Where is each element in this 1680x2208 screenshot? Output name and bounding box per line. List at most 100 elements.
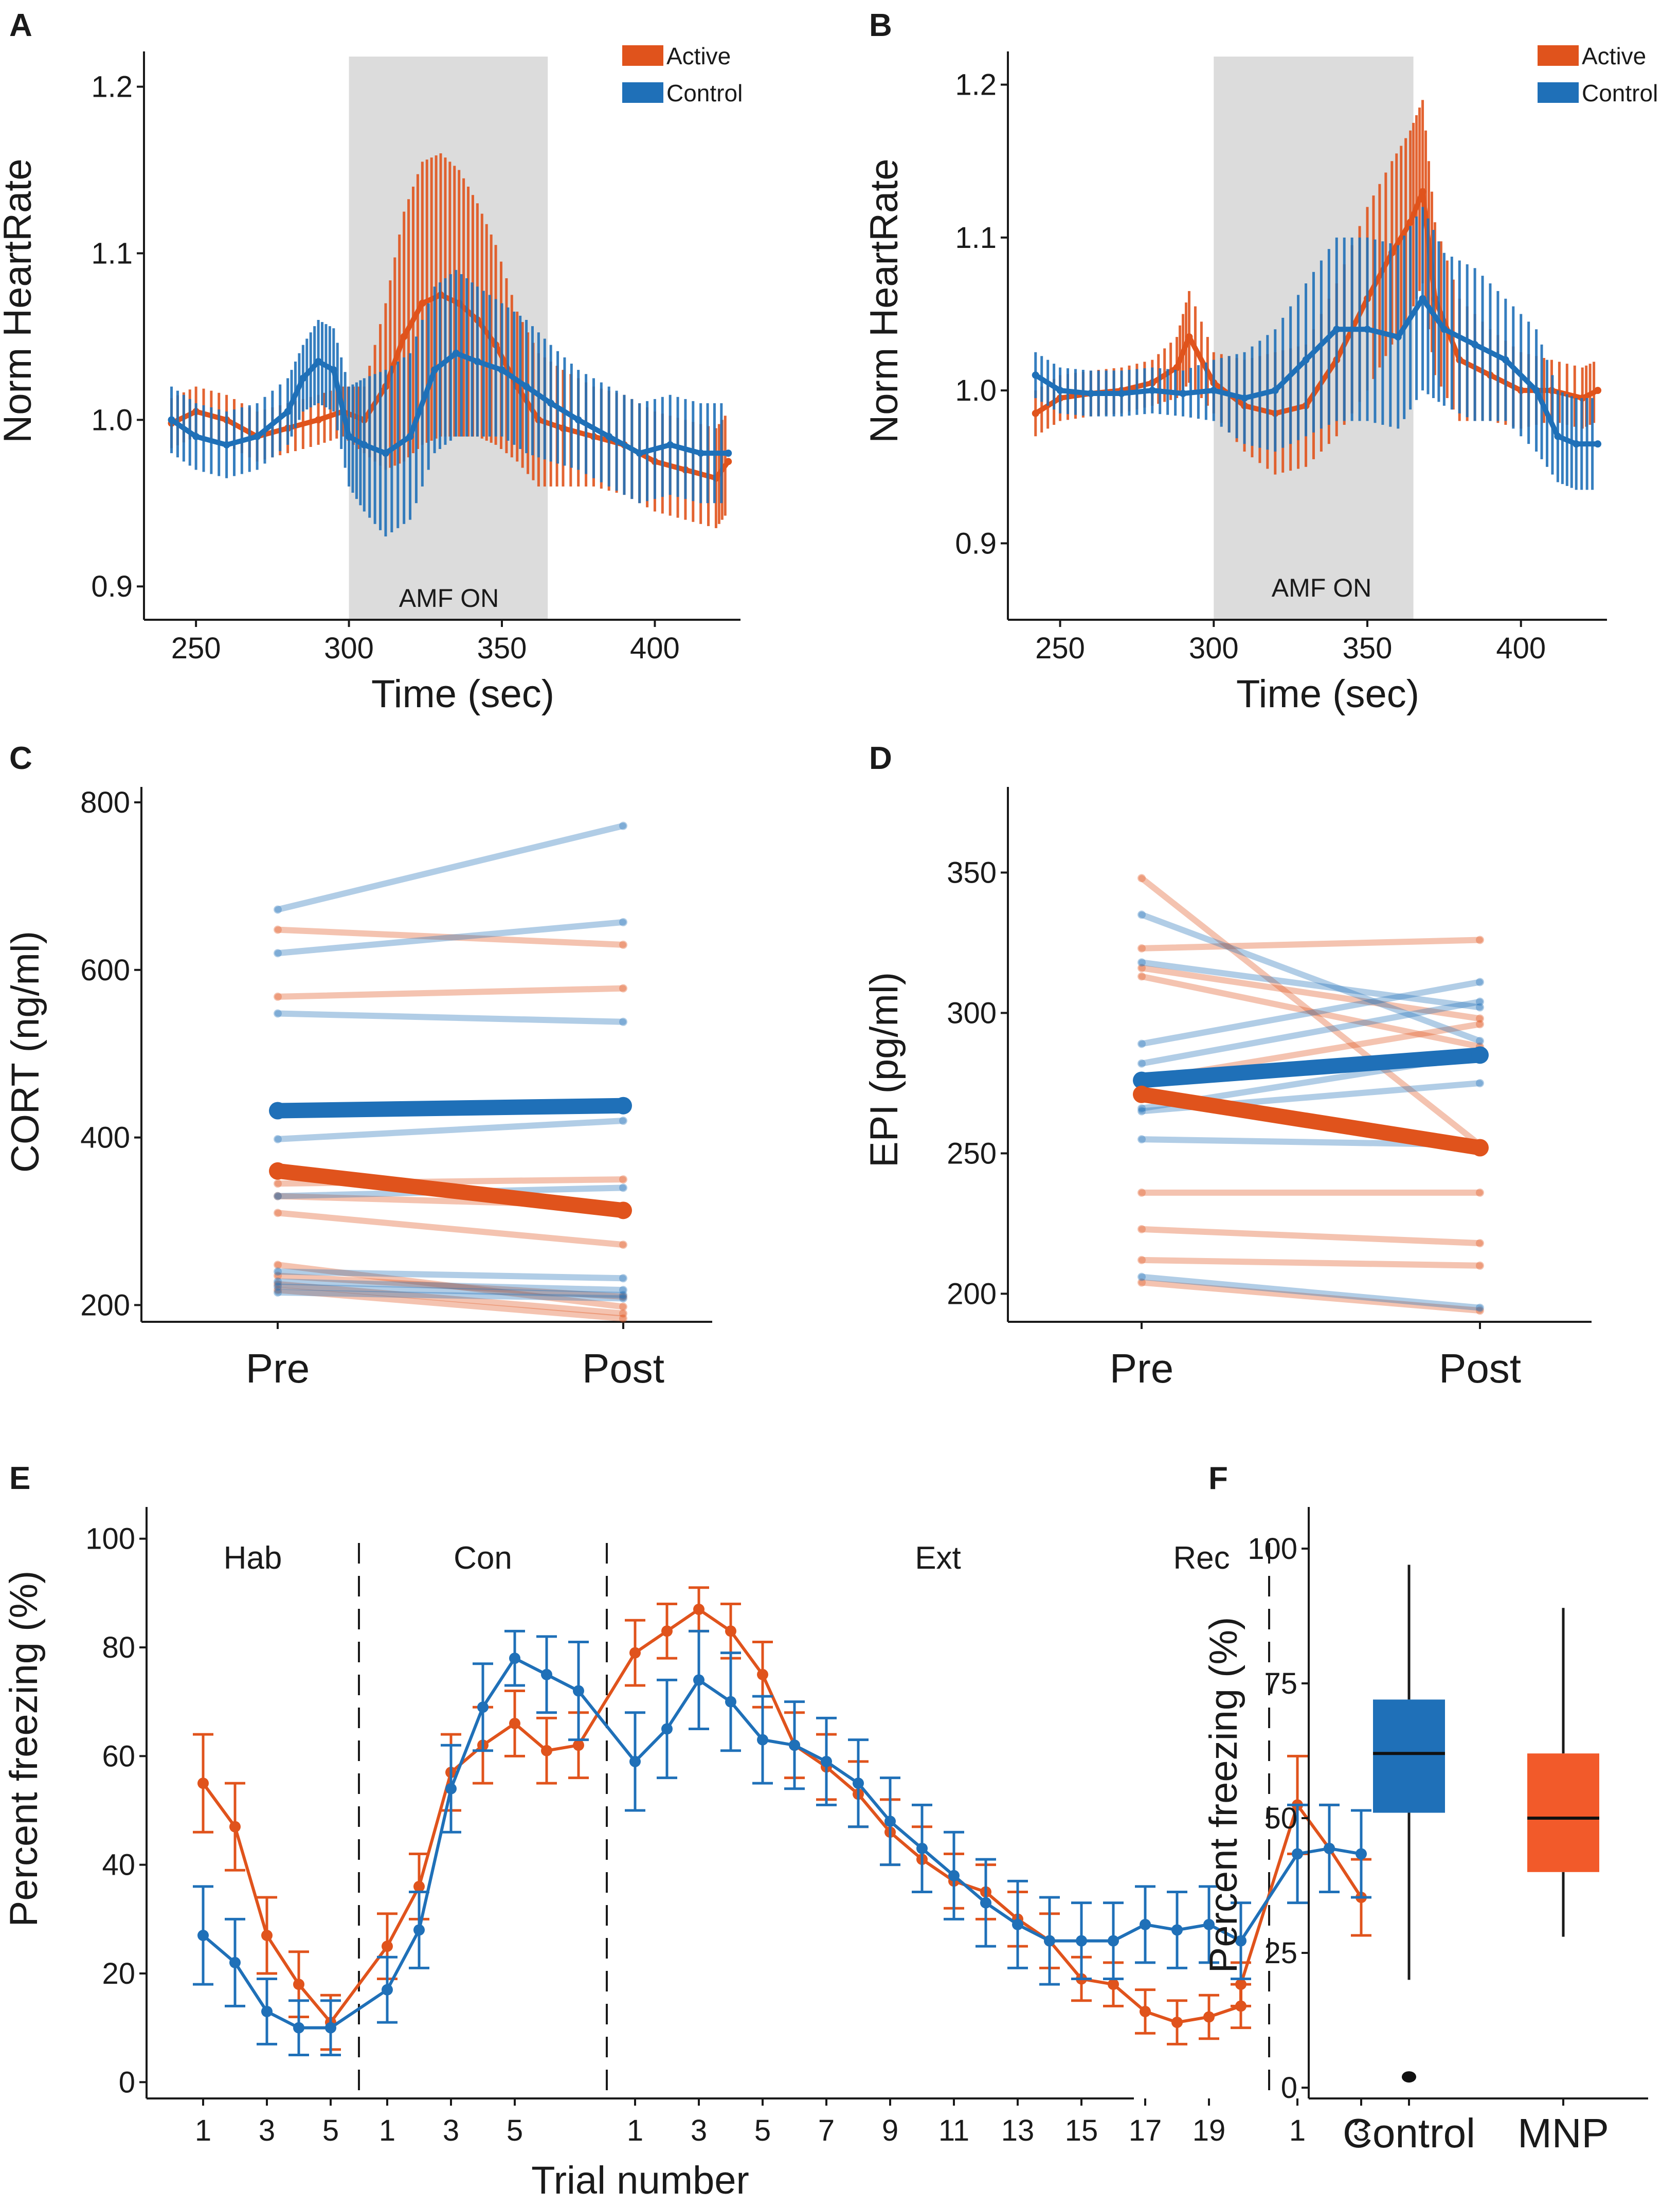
panel-b-x-tick-label: 400 — [1496, 632, 1546, 665]
panel-c-control-subject-line-post-point — [619, 1286, 627, 1295]
panel-c-active-subject-line — [275, 926, 626, 948]
panel-e-active-point — [293, 1979, 304, 1990]
panel-e-active-point — [1235, 1979, 1247, 1990]
panel-d-control-subject-line-pre-point — [1137, 958, 1146, 967]
panel-a-control-point — [666, 441, 674, 448]
panel-f-y-tick-label: 100 — [1248, 1532, 1297, 1566]
panel-b-plot: 250 300 350 400 0.9 1.0 1.1 1.2 — [955, 51, 1607, 665]
panel-e-control-point — [197, 1930, 209, 1942]
panel-b-control-point — [1364, 326, 1371, 333]
panel-f: F 0 25 50 75 100 Control MNP Percent freezing … — [1202, 1461, 1648, 2156]
panel-e-control-point — [261, 2005, 273, 2017]
panel-c-y-label: CORT (ng/ml) — [4, 931, 47, 1173]
panel-a-control-point — [315, 357, 322, 365]
panel-b-letter: B — [869, 8, 892, 43]
panel-d-control-subject-line — [1139, 911, 1483, 1045]
panel-e-control-point — [1203, 1918, 1215, 1930]
panel-a-control-point — [574, 416, 582, 424]
panel-d-control-subject-line — [1139, 1273, 1483, 1311]
panel-b-control-point — [1502, 356, 1509, 364]
panel-a-active-point — [400, 333, 408, 340]
panel-c-letter: C — [9, 741, 32, 776]
panel-b-y-tick-label: 1.1 — [955, 221, 997, 255]
panel-f-y-tick-label: 75 — [1264, 1667, 1297, 1700]
panel-c-control-subject-line — [275, 1118, 626, 1142]
panel-b-active-point — [1419, 188, 1426, 195]
panel-b-active-point — [1406, 219, 1414, 226]
panel-e-segment-label: Rec — [1173, 1540, 1230, 1576]
panel-c-control-subject-line-pre-point — [274, 1135, 282, 1143]
panel-e-control-point — [1292, 1848, 1303, 1860]
panel-e-x-tick-label: 1 — [1289, 2114, 1306, 2147]
panel-c-active-mean-line — [270, 1163, 631, 1218]
panel-e-active-point — [509, 1717, 520, 1729]
panel-e-control-line — [202, 1656, 1362, 2030]
panel-c-active-subject-line-post-point — [619, 1293, 627, 1301]
panel-e-letter: E — [9, 1461, 30, 1496]
panel-a-control-point — [474, 357, 481, 365]
panel-d-active-subject-line — [1139, 973, 1483, 1050]
panel-d-control-subject-line — [1139, 998, 1483, 1067]
panel-e-control-point — [1108, 1935, 1119, 1947]
panel-c-active-subject-line — [275, 985, 626, 1000]
panel-f-y-tick-label: 0 — [1281, 2071, 1297, 2105]
panel-e-y-tick-label: 40 — [102, 1848, 135, 1882]
panel-e-active-point — [661, 1625, 673, 1637]
panel-f-mnp-box — [1527, 1753, 1599, 1872]
panel-c-control-mean-line — [270, 1098, 631, 1119]
panel-c-control-subject-line-pre-point — [274, 1009, 282, 1018]
panel-b-x-label: Time (sec) — [1236, 672, 1419, 716]
panel-e-active-point — [573, 1739, 584, 1751]
panel-e-control-point — [477, 1701, 489, 1713]
panel-a-control-point — [168, 416, 175, 424]
panel-e-x-tick-label: 1 — [627, 2114, 643, 2147]
panel-a-control-point — [498, 366, 505, 374]
panel-a-active-point — [419, 299, 426, 307]
panel-b-control-point — [1394, 333, 1402, 341]
panel-e-control-point — [509, 1653, 520, 1664]
panel-e-x-tick-label: 5 — [754, 2114, 771, 2147]
panel-c-active-subject-line — [275, 1287, 626, 1322]
panel-c-control-subject-line — [275, 1278, 626, 1294]
panel-d-control-subject-line — [1139, 979, 1483, 1047]
panel-b-control-point — [1241, 394, 1249, 402]
panel-b-y-tick-label: 0.9 — [955, 527, 997, 560]
panel-c-active-subject-line-post-point — [619, 1175, 627, 1184]
panel-f-category-label: Control — [1343, 2110, 1475, 2156]
panel-a-control-point — [254, 433, 261, 440]
panel-e-y-tick-label: 20 — [102, 1957, 135, 1990]
panel-d-active-subject-line — [1139, 1279, 1483, 1314]
panel-e-control-point — [853, 1778, 864, 1789]
panel-a-control-point — [330, 366, 337, 374]
panel-e-active-line — [202, 1607, 1363, 2025]
panel-e-x-tick-label: 17 — [1129, 2114, 1162, 2147]
panel-e-x-tick-label: 9 — [882, 2114, 898, 2147]
panel-c-active-subject-line-pre-point — [274, 1271, 282, 1280]
panel-e-control-point — [445, 1783, 457, 1794]
panel-a-legend-active-swatch — [622, 45, 663, 66]
panel-a-x-tick-label: 250 — [171, 632, 221, 665]
panel-b-control-point — [1271, 387, 1279, 394]
panel-e-active-point — [382, 1941, 393, 1952]
panel-e-x-tick-label: 3 — [1353, 2114, 1369, 2147]
panel-e-active-point — [413, 1880, 425, 1892]
panel-a-y-tick-label: 0.9 — [91, 570, 133, 603]
panel-c-active-subject-line-post-point — [619, 1302, 627, 1311]
panel-c-active-subject-line-pre-point — [274, 1261, 282, 1269]
panel-c-control-subject-line-post-point — [619, 821, 627, 830]
panel-e-control-point — [293, 2022, 304, 2034]
panel-c-control-subject-line-post-point — [619, 918, 627, 926]
panel-d-active-subject-line-post-point — [1476, 936, 1484, 944]
panel-a-plot: 250 300 350 400 0.9 1.0 1.1 1.2 — [91, 51, 740, 665]
panel-b-control-point — [1148, 387, 1156, 394]
panel-b-control-point — [1419, 295, 1426, 302]
panel-d-control-mean-line-pre-point — [1133, 1071, 1150, 1089]
panel-b-active-point — [1594, 387, 1602, 394]
panel-d-control-subject-line-post-point — [1476, 1003, 1484, 1012]
panel-a-y-tick-label: 1.1 — [91, 237, 133, 270]
panel-e-control-point — [821, 1755, 832, 1767]
panel-b-control-point — [1573, 440, 1580, 448]
panel-b-y-tick-label: 1.2 — [955, 68, 997, 102]
